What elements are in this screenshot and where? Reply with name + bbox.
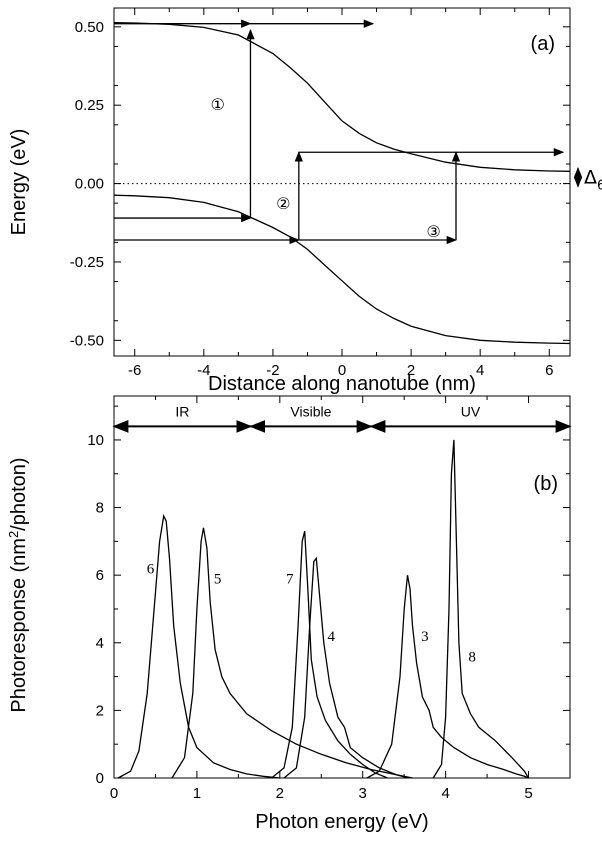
x-tick-label: 2 <box>276 785 284 802</box>
photoresponse-curve <box>117 513 280 779</box>
peak-label: 6 <box>147 561 155 577</box>
panel-b-spectral-bands: IR Visible UV <box>112 403 572 433</box>
panel-a-annotations: ① ② ③ Δ6 <box>210 95 602 241</box>
x-tick-label: -2 <box>266 362 279 379</box>
y-tick-label: -0.25 <box>70 254 104 271</box>
panel-b-frame <box>113 395 571 779</box>
panel-b-ylabel: Photoresponse (nm2/photon) <box>6 457 30 712</box>
y-tick-label: 0.50 <box>75 19 104 36</box>
y-tick-label: 0 <box>96 770 104 787</box>
band-label: Visible <box>290 403 331 419</box>
panel-a-curves <box>113 22 571 345</box>
conduction-band-curve <box>113 22 571 172</box>
x-tick-label: 0 <box>338 362 346 379</box>
delta-label: Δ6 <box>584 166 602 193</box>
panel-a-ylabel: Energy (eV) <box>8 129 30 236</box>
valence-band-curve <box>113 194 571 345</box>
photoresponse-curve <box>432 439 530 779</box>
x-tick-label: -6 <box>128 362 141 379</box>
x-tick-label: 4 <box>476 362 484 379</box>
peak-label: 7 <box>286 572 294 588</box>
photoresponse-curve <box>283 556 409 779</box>
photoresponse-curve <box>271 531 388 779</box>
transition-label: ① <box>210 95 224 114</box>
x-tick-label: 1 <box>193 785 201 802</box>
y-tick-label: 2 <box>96 702 104 719</box>
panel-a-energy-plot: (a) Distance along nanotube (nm) Energy … <box>8 7 602 395</box>
y-tick-label: 0.00 <box>75 176 104 193</box>
y-tick-label: 8 <box>96 500 104 517</box>
x-tick-label: 2 <box>407 362 415 379</box>
band-label: UV <box>461 403 481 419</box>
panel-b-peak-labels: 6 5 7 4 3 8 <box>147 561 476 665</box>
x-tick-label: 5 <box>524 785 532 802</box>
panel-b-ticks: 0 1 2 3 4 5 0 2 4 6 8 10 <box>87 396 571 802</box>
x-tick-label: -4 <box>197 362 210 379</box>
y-tick-label: 4 <box>96 635 104 652</box>
panel-a-xlabel: Distance along nanotube (nm) <box>208 373 476 395</box>
panel-b-xlabel: Photon energy (eV) <box>255 811 428 833</box>
transition-label: ② <box>276 194 290 213</box>
band-label: IR <box>175 403 189 419</box>
panel-a-frame <box>113 7 571 357</box>
panel-a-label: (a) <box>531 33 555 55</box>
transition-label: ③ <box>426 222 440 241</box>
panel-a-arrows <box>114 19 565 245</box>
panel-b-photoresponse-plot: (b) Photon energy (eV) Photoresponse (nm… <box>6 395 572 833</box>
y-tick-label: -0.50 <box>70 332 104 349</box>
x-tick-label: 6 <box>545 362 553 379</box>
x-tick-label: 4 <box>441 785 449 802</box>
photoresponse-curve <box>366 575 529 779</box>
peak-label: 4 <box>327 629 335 645</box>
peak-label: 8 <box>468 649 476 665</box>
panel-b-label: (b) <box>534 473 558 495</box>
x-tick-label: 3 <box>359 785 367 802</box>
peak-label: 3 <box>421 629 429 645</box>
y-tick-label: 10 <box>87 432 104 449</box>
y-tick-label: 0.25 <box>75 97 104 114</box>
x-tick-label: 0 <box>110 785 118 802</box>
peak-label: 5 <box>214 572 222 588</box>
y-tick-label: 6 <box>96 567 104 584</box>
panel-b-curves <box>117 439 530 779</box>
panel-a-ticks: -6 -4 -2 0 2 4 6 0.50 0.25 0.00 -0.25 -0.50 <box>70 8 570 379</box>
photoresponse-curve <box>171 527 413 779</box>
